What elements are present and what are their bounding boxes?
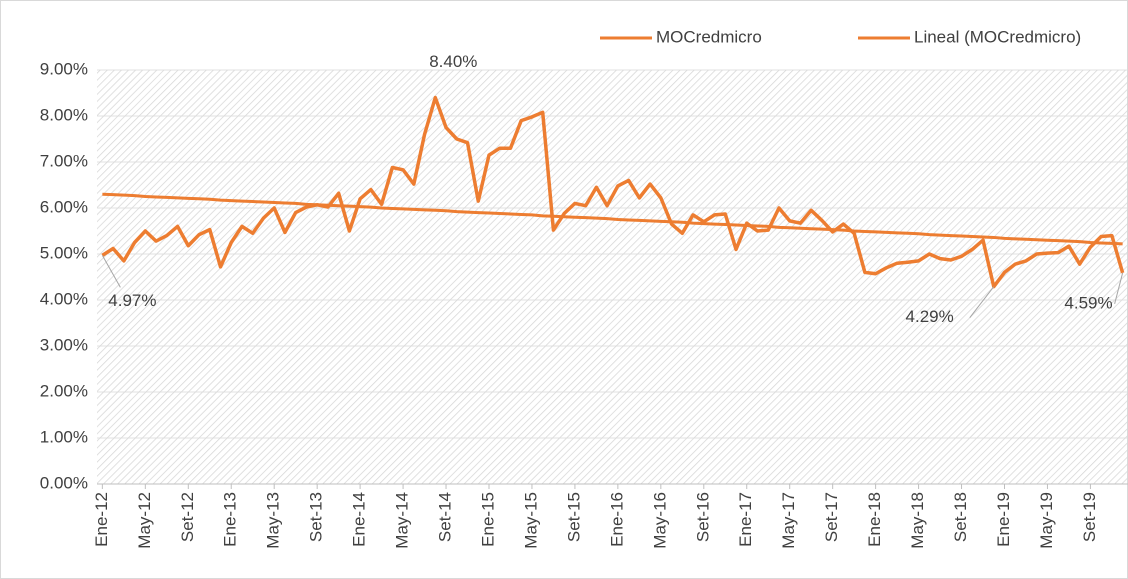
y-tick-label: 2.00% [40, 381, 88, 400]
y-tick-label: 1.00% [40, 427, 88, 446]
x-tick-label: Set-13 [307, 492, 326, 542]
y-tick-label: 9.00% [40, 59, 88, 78]
x-tick-label: May-13 [264, 492, 283, 549]
x-tick-label: May-15 [521, 492, 540, 549]
y-tick-label: 3.00% [40, 335, 88, 354]
data-line [101, 95, 1125, 289]
x-tick-label: Ene-19 [994, 492, 1013, 547]
x-tick-label: Set-19 [1080, 492, 1099, 542]
x-tick-label: May-19 [1037, 492, 1056, 549]
x-tick-label: May-17 [779, 492, 798, 549]
legend-label: Lineal (MOCredmicro) [914, 27, 1081, 46]
x-tick-label: Set-15 [564, 492, 583, 542]
x-tick-label: Ene-13 [221, 492, 240, 547]
x-tick-label: May-12 [135, 492, 154, 549]
x-tick-label: May-16 [650, 492, 669, 549]
y-tick-label: 0.00% [40, 473, 88, 492]
data-label: 4.29% [906, 307, 954, 326]
x-tick-label: Set-18 [951, 492, 970, 542]
x-tick-label: May-14 [393, 492, 412, 549]
label-leader [969, 286, 995, 318]
x-tick-label: Set-14 [436, 492, 455, 542]
x-tick-label: Ene-15 [478, 492, 497, 547]
label-leader [101, 255, 121, 288]
x-tick-label: Ene-14 [350, 492, 369, 547]
x-tick-label: Set-12 [178, 492, 197, 542]
data-label: 8.40% [429, 52, 477, 71]
x-tick-label: Ene-12 [92, 492, 111, 547]
x-tick-label: Ene-18 [865, 492, 884, 547]
y-tick-label: 4.00% [40, 289, 88, 308]
data-label: 4.59% [1064, 293, 1112, 312]
x-tick-label: May-18 [908, 492, 927, 549]
y-tick-label: 5.00% [40, 243, 88, 262]
trend-line [102, 192, 1123, 246]
legend-label: MOCredmicro [656, 27, 762, 46]
x-tick-label: Ene-16 [607, 492, 626, 547]
x-tick-label: Ene-17 [736, 492, 755, 547]
y-tick-label: 8.00% [40, 105, 88, 124]
data-label: 4.97% [108, 291, 156, 310]
x-tick-label: Set-17 [822, 492, 841, 542]
x-tick-label: Set-16 [693, 492, 712, 542]
y-tick-label: 6.00% [40, 197, 88, 216]
label-leader [1114, 272, 1124, 304]
y-tick-label: 7.00% [40, 151, 88, 170]
plot-area [97, 70, 1128, 484]
